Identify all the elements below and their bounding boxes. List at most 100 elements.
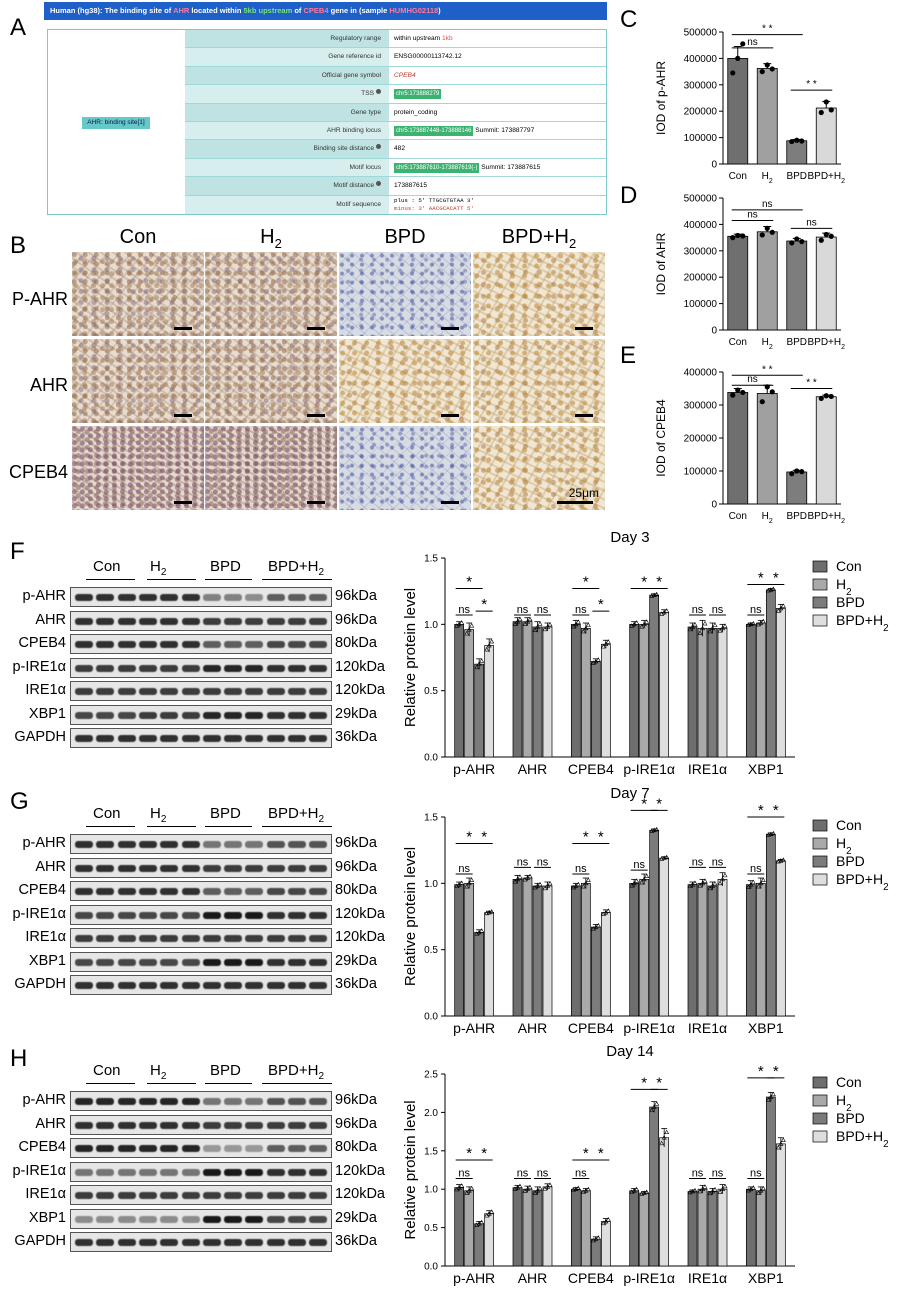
data-point: [722, 1183, 728, 1189]
row-value: chr5:173888279: [389, 85, 606, 103]
blot-band: [138, 888, 157, 895]
binding-site-badge[interactable]: AHR: binding site[1]: [82, 117, 150, 129]
blot-band: [160, 1145, 179, 1152]
blot-band: [75, 594, 93, 601]
data-point: [818, 395, 824, 401]
blot-band: [288, 735, 306, 742]
blot-band: [75, 935, 93, 942]
bar: [532, 626, 543, 758]
blot-band: [202, 1239, 221, 1246]
data-point: [580, 883, 586, 889]
data-point: [828, 233, 834, 239]
blot-band: [138, 1145, 157, 1152]
row-label-p-ahr: P-AHR: [11, 289, 68, 309]
blot-band: [224, 641, 243, 648]
data-point: [651, 1104, 657, 1109]
y-tick-label: 100000: [684, 299, 718, 310]
binding-locus-tag[interactable]: chr5:173887448-173888146: [394, 126, 474, 136]
significance-label: *: [598, 596, 604, 613]
blot-band: [224, 1145, 243, 1152]
blot-band: [75, 664, 93, 672]
bar: [775, 860, 786, 1017]
scale-label: 25μm: [568, 486, 599, 500]
y-tick-label: 0.0: [424, 1262, 438, 1273]
data-point: [689, 624, 696, 629]
data-point: [532, 627, 538, 632]
significance-label: *: [773, 1063, 779, 1080]
significance-label: ns: [458, 863, 470, 875]
blot-band: [266, 1121, 285, 1129]
bar: [454, 623, 465, 758]
blot-kda-label: 96kDa: [335, 1115, 377, 1132]
legend-label: BPD+H2: [836, 1128, 889, 1150]
scale-bar: [575, 414, 593, 417]
row-key: Binding site distance: [185, 140, 389, 158]
table-row: Motif sequence plus : 5' TTGCGTGTAA 3' m…: [185, 195, 606, 214]
y-tick-label: 0.0: [424, 1012, 438, 1023]
blot-band: [309, 735, 328, 742]
data-point: [585, 1186, 591, 1192]
row-value: 173887615: [389, 177, 606, 195]
bar: [717, 627, 728, 758]
significance-label: ns: [692, 1167, 704, 1179]
blot-band: [309, 1145, 328, 1152]
data-point: [654, 591, 660, 597]
chart-title: Day 14: [606, 1043, 654, 1060]
bar: [464, 1190, 475, 1267]
bar: [570, 623, 581, 758]
blot-band: [309, 982, 328, 989]
data-point: [517, 1183, 523, 1189]
significance-label: ns: [517, 1167, 529, 1179]
x-tick-label: BPD: [786, 511, 807, 522]
x-tick-label: IRE1α: [688, 1270, 727, 1286]
data-point: [573, 621, 579, 627]
significance-label: ns: [458, 1167, 470, 1179]
data-point: [719, 876, 726, 882]
bar: [522, 1188, 533, 1267]
blot-row-label: GAPDH: [14, 729, 66, 745]
blot-row-label: IRE1α: [25, 682, 66, 698]
blot-strip: [70, 904, 332, 925]
significance-label: ns: [747, 374, 758, 385]
blot-band: [202, 888, 221, 895]
y-tick-label: 500000: [684, 28, 718, 39]
blot-band: [288, 841, 306, 848]
blot-band: [160, 617, 179, 625]
data-point: [823, 393, 829, 399]
blot-kda-label: 80kDa: [335, 635, 377, 651]
blot-band: [181, 1145, 200, 1152]
blot-strip: [70, 1114, 332, 1135]
data-point: [789, 138, 795, 145]
bar: [629, 882, 640, 1017]
blot-band: [224, 935, 243, 942]
motif-locus-tag[interactable]: chr5:173887610-173887619(-): [394, 162, 480, 173]
bar: [707, 627, 718, 758]
blot-band: [117, 735, 136, 742]
blot-band: [181, 1098, 200, 1105]
blot-band: [117, 617, 136, 625]
data-point: [692, 621, 698, 627]
data-point: [595, 657, 601, 662]
significance-label: ns: [747, 37, 758, 48]
bar: [786, 471, 808, 505]
data-point: [605, 1217, 611, 1222]
data-point: [765, 1097, 771, 1102]
tss-tag[interactable]: chr5:173888279: [394, 89, 442, 100]
data-point: [735, 232, 741, 239]
blot-band: [266, 688, 285, 695]
bar: [765, 589, 776, 758]
data-point: [712, 880, 718, 886]
blot-band: [309, 888, 328, 895]
data-point: [459, 1183, 465, 1188]
blot-band: [288, 1215, 306, 1223]
data-point: [605, 639, 611, 644]
blot-band: [160, 664, 179, 672]
data-point: [522, 621, 528, 626]
bar: [512, 621, 523, 758]
blot-row-label: AHR: [35, 611, 66, 628]
blot-band: [288, 617, 306, 625]
blot-row-label: p-AHR: [22, 1092, 66, 1108]
col-label-h2: H2: [205, 226, 337, 251]
data-point: [489, 909, 495, 914]
blot-band: [96, 688, 115, 695]
